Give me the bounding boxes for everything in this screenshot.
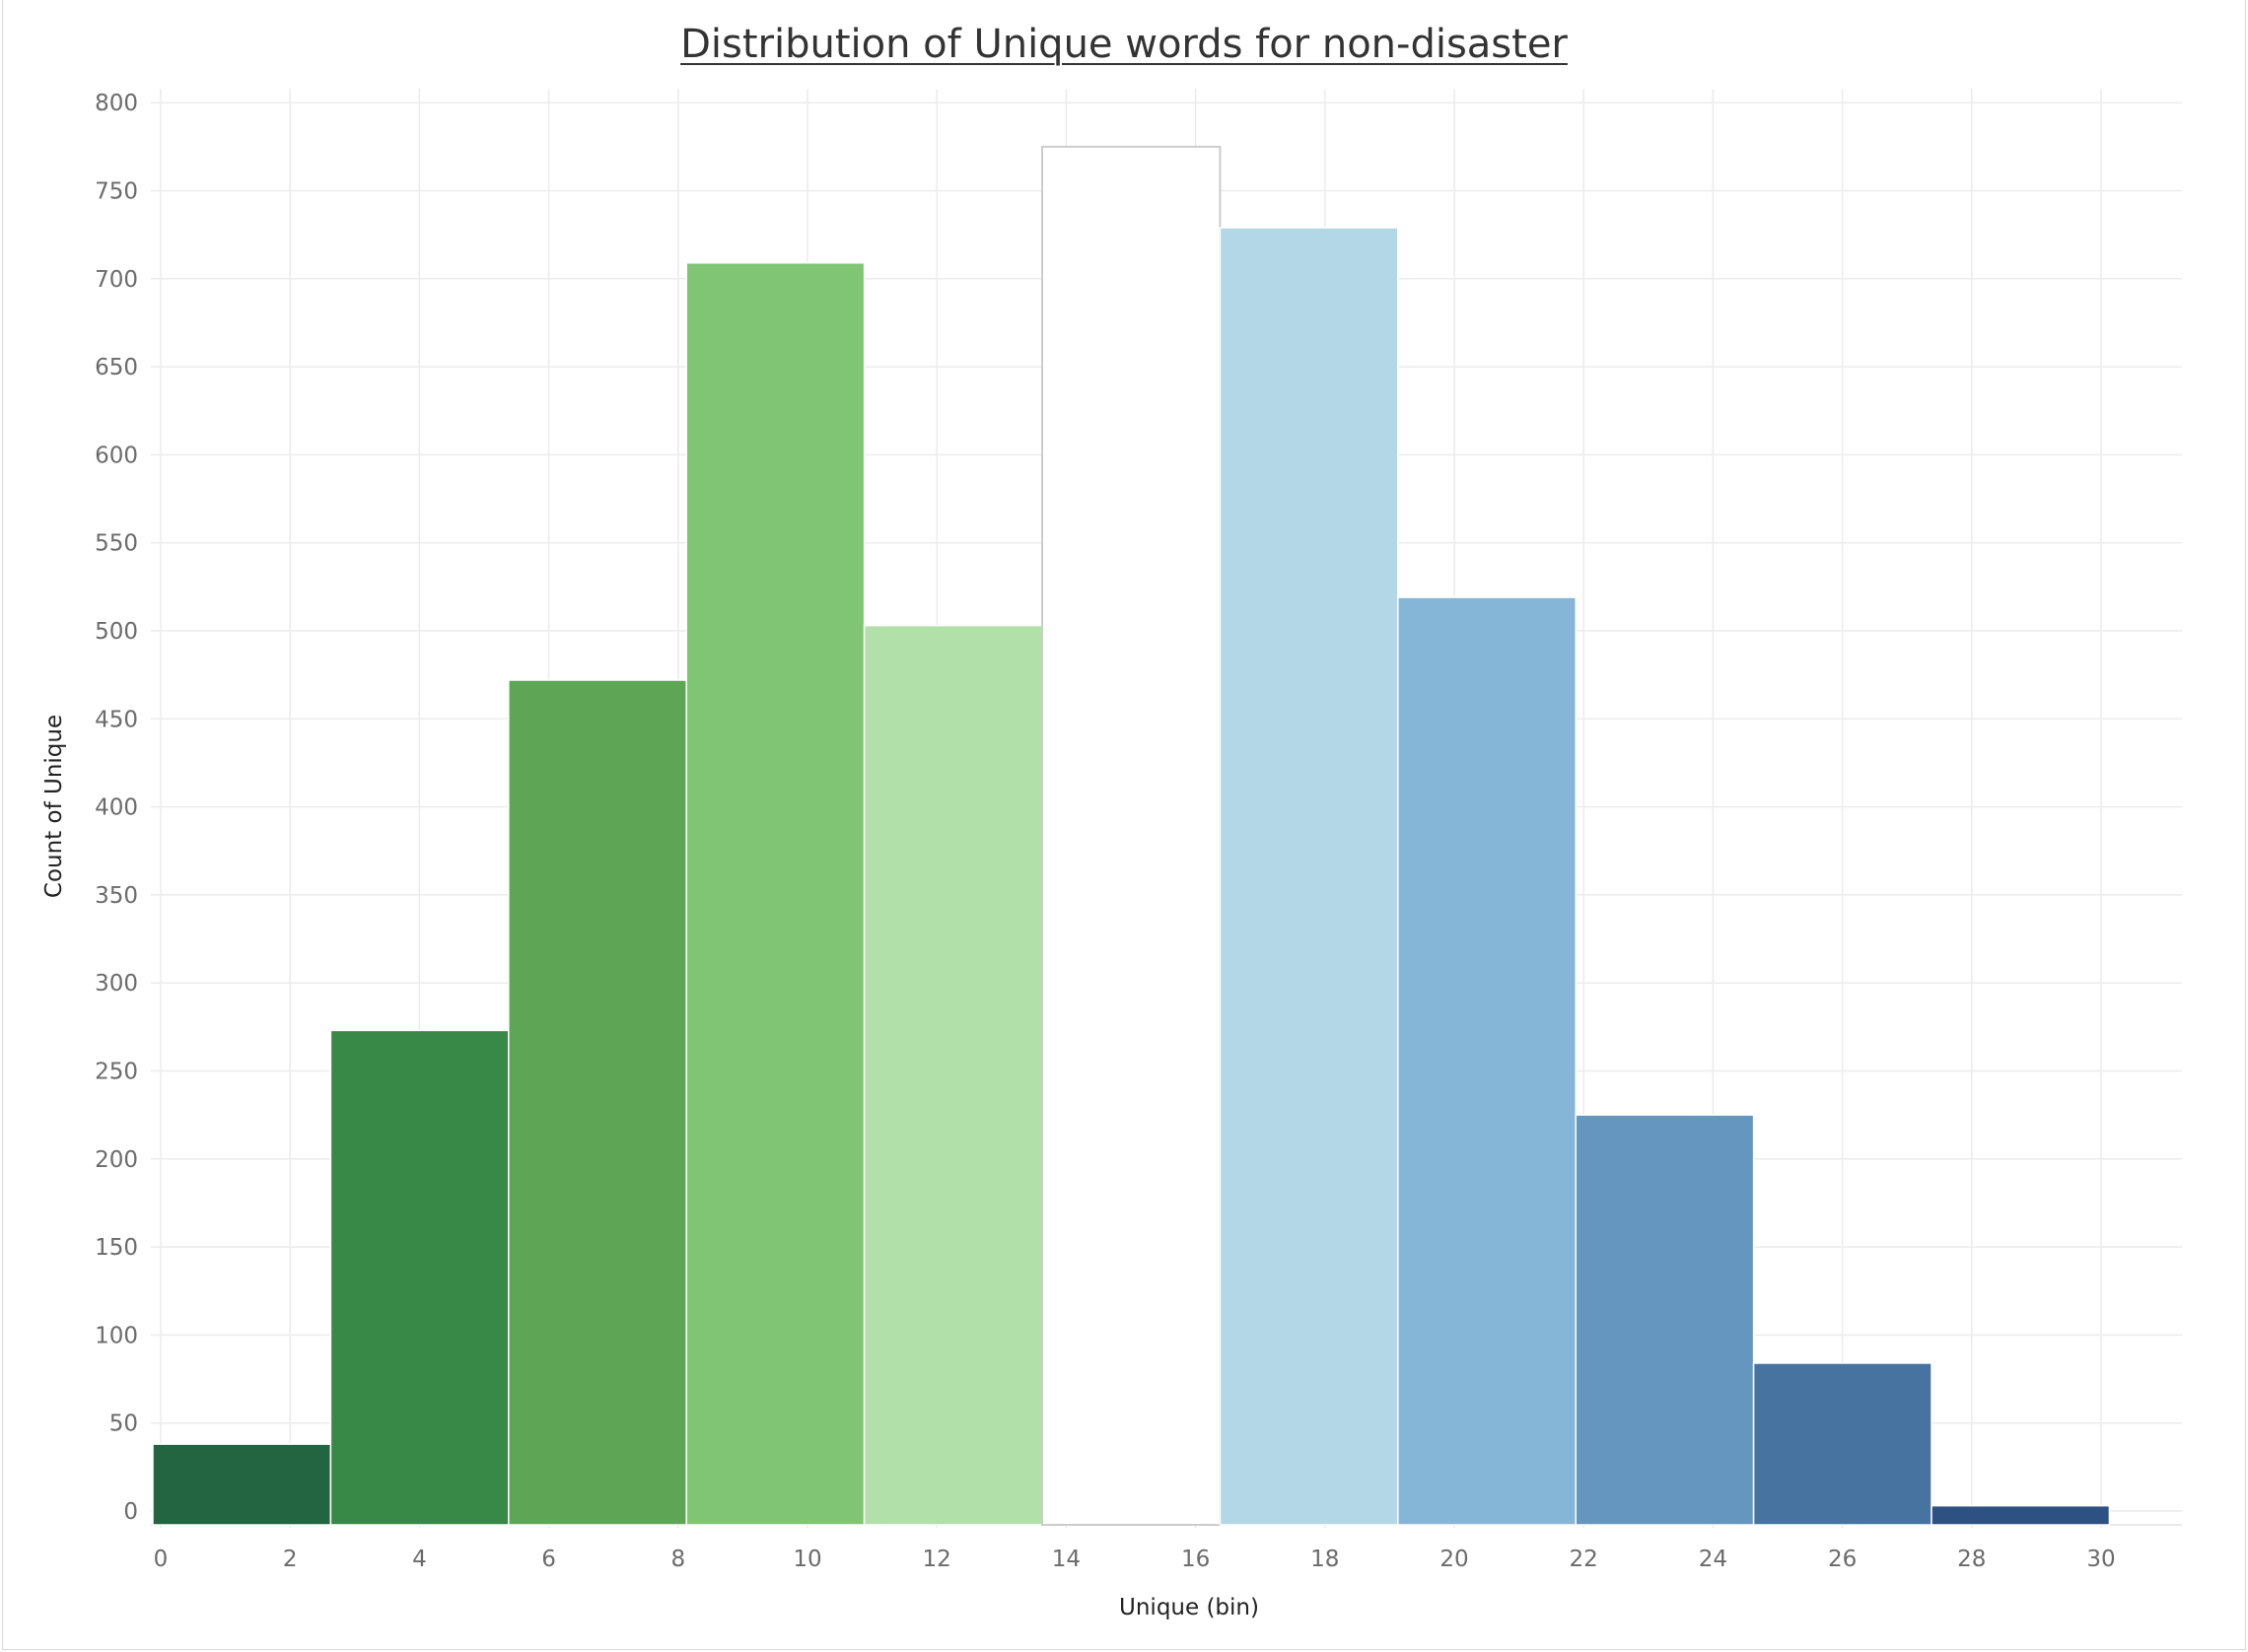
x-tick-label: 8 (670, 1547, 685, 1572)
y-tick-label: 800 (95, 91, 138, 116)
x-tick-label: 28 (1957, 1547, 1986, 1572)
y-tick-label: 100 (95, 1323, 138, 1348)
y-tick-label: 650 (95, 355, 138, 380)
histogram-bar (685, 261, 866, 1526)
x-tick-label: 22 (1570, 1547, 1598, 1572)
y-tick-label: 250 (95, 1060, 138, 1085)
x-tick-label: 0 (154, 1547, 169, 1572)
y-tick-label: 0 (123, 1499, 138, 1525)
histogram-bar (1219, 227, 1399, 1526)
x-tick-label: 16 (1181, 1547, 1210, 1572)
y-tick-label: 350 (95, 883, 138, 909)
x-tick-label: 10 (793, 1547, 821, 1572)
x-tick-label: 24 (1699, 1547, 1727, 1572)
y-tick-label: 450 (95, 707, 138, 732)
y-axis-label: Count of Unique (41, 715, 67, 898)
x-axis-ticks: 0 2 4 6 8 10 12 14 16 18 20 22 24 26 28 30 (154, 1547, 2116, 1572)
chart-title: Distribution of Unique words for non-dis… (680, 22, 1568, 67)
x-tick-label: 2 (283, 1547, 298, 1572)
y-tick-label: 150 (95, 1235, 138, 1261)
y-tick-label: 400 (95, 795, 138, 821)
y-tick-label: 200 (95, 1147, 138, 1173)
histogram-bar (1397, 596, 1577, 1526)
y-tick-label: 500 (95, 619, 138, 645)
y-tick-label: 750 (95, 179, 138, 205)
x-tick-label: 6 (541, 1547, 556, 1572)
histogram-bar (152, 1443, 332, 1526)
x-tick-label: 12 (923, 1547, 951, 1572)
x-tick-label: 20 (1440, 1547, 1468, 1572)
histogram-bar (1575, 1114, 1755, 1526)
y-axis-ticks: 0 50 100 150 200 250 300 350 400 450 500 550 600 650 7… (95, 91, 138, 1525)
x-axis-label: Unique (bin) (1119, 1595, 1259, 1620)
x-tick-label: 30 (2086, 1547, 2115, 1572)
x-tick-label: 26 (1828, 1547, 1857, 1572)
x-tick-label: 18 (1310, 1547, 1339, 1572)
y-tick-label: 550 (95, 531, 138, 557)
histogram-bar (508, 679, 687, 1526)
y-tick-label: 50 (109, 1411, 138, 1437)
histogram-bar (1041, 145, 1222, 1527)
bars (152, 145, 2111, 1527)
histogram-bar (329, 1029, 510, 1526)
x-tick-label: 4 (412, 1547, 427, 1572)
histogram-bar (1752, 1362, 1932, 1526)
y-tick-label: 700 (95, 267, 138, 293)
x-tick-label: 14 (1052, 1547, 1081, 1572)
histogram-bar (863, 624, 1043, 1526)
y-tick-label: 600 (95, 443, 138, 468)
histogram-bar (1931, 1504, 2111, 1526)
y-tick-label: 300 (95, 971, 138, 997)
